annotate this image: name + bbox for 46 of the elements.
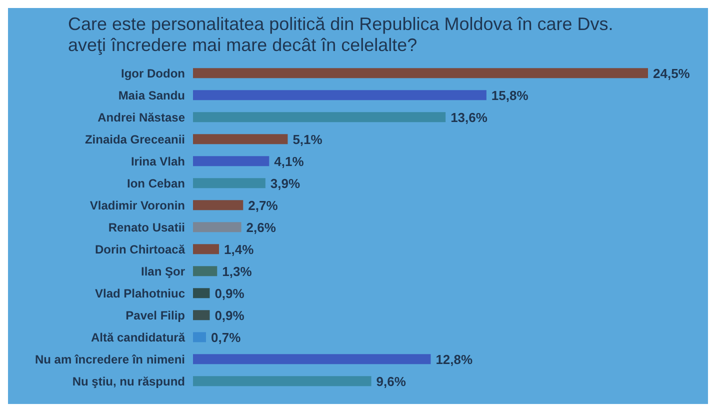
y-tick-label: Zinaida Greceanii <box>84 132 185 146</box>
data-label: 4,1% <box>274 154 304 169</box>
data-label: 9,6% <box>376 374 406 389</box>
y-tick-label: Vladimir Voronin <box>90 198 185 212</box>
data-label: 1,4% <box>224 242 254 257</box>
data-label: 24,5% <box>653 66 690 81</box>
bar <box>193 200 244 210</box>
data-label: 12,8% <box>436 352 474 367</box>
bar <box>193 376 372 386</box>
data-label: 3,9% <box>270 176 300 191</box>
bar <box>193 134 288 144</box>
bar <box>193 266 218 276</box>
y-tick-label: Pavel Filip <box>126 308 185 322</box>
bar <box>193 288 210 298</box>
data-label: 15,8% <box>491 88 529 103</box>
bar <box>193 332 206 342</box>
y-tick-label: Nu ştiu, nu răspund <box>72 374 185 388</box>
y-tick-label: Dorin Chirtoacă <box>94 242 186 256</box>
y-tick-label: Maia Sandu <box>118 88 185 102</box>
chart-title: Care este personalitatea politică din Republica Moldova în care Dvs. aveţi încredere mai mare decât în celelalte? <box>67 14 614 56</box>
y-tick-label: Ilan Şor <box>140 264 186 278</box>
y-tick-label: Irina Vlah <box>130 154 185 168</box>
data-label: 13,6% <box>450 110 488 125</box>
data-label: 0,9% <box>214 286 245 301</box>
y-tick-label: Vlad Plahotniuc <box>94 286 186 300</box>
data-label: 1,3% <box>222 264 252 279</box>
y-tick-label: Renato Usatii <box>108 220 185 234</box>
y-tick-label: Altă candidatură <box>90 330 186 344</box>
data-label: 0,7% <box>211 330 242 345</box>
y-tick-label: Nu am încredere în nimeni <box>34 352 185 366</box>
data-label: 0,9% <box>214 308 245 323</box>
bar <box>193 244 219 254</box>
y-tick-label: Ion Ceban <box>126 176 185 190</box>
bar <box>193 112 446 122</box>
bar <box>193 354 431 364</box>
bar <box>193 178 266 188</box>
data-label: 2,7% <box>248 198 278 213</box>
data-label: 2,6% <box>246 220 276 235</box>
y-tick-label: Andrei Năstase <box>98 110 186 124</box>
bar <box>193 310 210 320</box>
bar <box>193 90 486 100</box>
data-label: 5,1% <box>292 132 323 147</box>
y-tick-label: Igor Dodon <box>121 66 185 80</box>
bar <box>193 222 242 232</box>
bar <box>193 156 270 166</box>
bar <box>193 68 648 78</box>
